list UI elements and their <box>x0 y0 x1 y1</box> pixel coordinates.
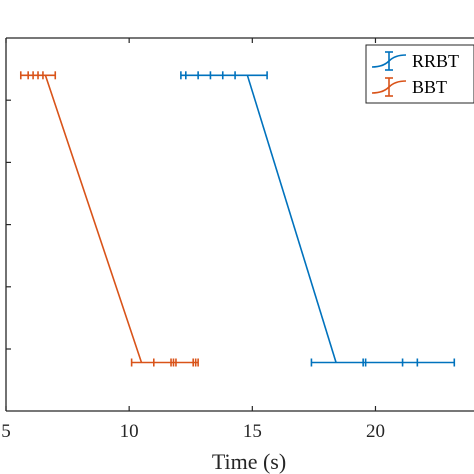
legend-item-rrbt: RRBT <box>371 51 459 71</box>
legend-item-bbt: BBT <box>371 77 447 97</box>
x-tick-label: 15 <box>243 421 262 442</box>
x-tick-label: 5 <box>1 421 11 442</box>
legend-box <box>365 44 474 104</box>
series-layer <box>19 71 456 367</box>
legend: RRBT BBT <box>365 44 474 104</box>
axes: 5 10 15 20 <box>1 37 474 442</box>
series-line <box>246 75 337 363</box>
series-bbt <box>19 71 199 367</box>
x-axis-label: Time (s) <box>212 449 286 474</box>
legend-label: BBT <box>412 77 447 97</box>
legend-label: RRBT <box>412 51 459 71</box>
x-tick-label: 20 <box>366 421 385 442</box>
series-line <box>44 75 143 363</box>
series-rrbt <box>180 71 456 367</box>
x-tick-label: 10 <box>120 421 139 442</box>
